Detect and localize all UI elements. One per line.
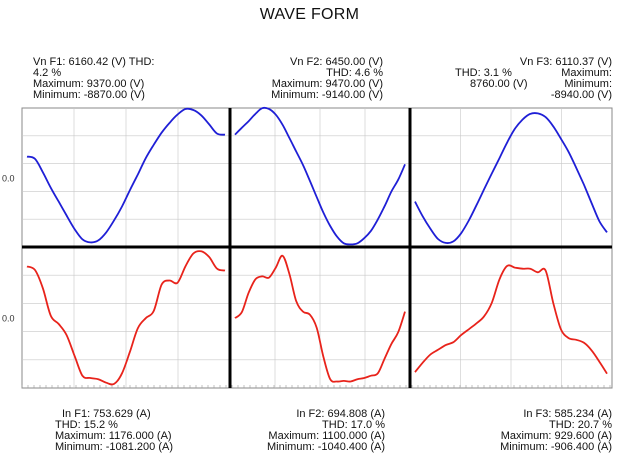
voltage-f3-thd: THD: 3.1 %	[455, 67, 512, 79]
voltage-series-f2	[234, 106, 406, 246]
current-f3-label: In F3: 585.234 (A) THD: 20.7 % Maximum: …	[470, 409, 612, 453]
page-title: WAVE FORM	[259, 6, 360, 23]
y-tick-voltage: 0.0	[2, 174, 15, 184]
current-f1-min: Minimum: -1081.200 (A)	[55, 441, 173, 453]
voltage-f1-line1: Vn F1: 6160.42 (V) THD:	[33, 56, 155, 68]
current-f3-line1: In F3: 585.234 (A)	[523, 408, 612, 420]
current-f2-label: In F2: 694.808 (A) THD: 17.0 % Maximum: …	[245, 409, 385, 453]
current-f1-line2: THD: 15.2 %	[55, 419, 118, 431]
voltage-f2-min: Minimum: -9140.00 (V)	[271, 89, 383, 101]
current-series-f2	[234, 254, 406, 383]
current-f3-line2: THD: 20.7 %	[549, 419, 612, 431]
current-f2-max: Maximum: 1100.000 (A)	[268, 430, 385, 442]
voltage-f1-min: Minimum: -8870.00 (V)	[33, 89, 145, 101]
current-f3-max: Maximum: 929.600 (A)	[500, 430, 612, 442]
voltage-f2-line2: THD: 4.6 %	[326, 67, 383, 79]
voltage-f3-max-label: Maximum:	[561, 67, 612, 79]
current-f1-line1: In F1: 753.629 (A)	[62, 408, 151, 420]
current-series-f3	[414, 264, 608, 375]
voltage-f3-min-label: Minimum:	[564, 78, 612, 90]
voltage-f3-line1: Vn F3: 6110.37 (V)	[519, 56, 612, 68]
voltage-series-f3	[414, 112, 608, 244]
current-f1-label: In F1: 753.629 (A) THD: 15.2 % Maximum: …	[55, 409, 173, 453]
current-f1-max: Maximum: 1176.000 (A)	[55, 430, 172, 442]
voltage-f2-line1: Vn F2: 6450.00 (V)	[290, 56, 383, 68]
voltage-f1-line2: 4.2 %	[33, 67, 62, 79]
current-f2-line2: THD: 17.0 %	[322, 419, 385, 431]
voltage-series-f1	[26, 107, 226, 244]
voltage-f1-label: Vn F1: 6160.42 (V) THD: 4.2 % Maximum: 9…	[33, 57, 154, 101]
current-f2-line1: In F2: 694.808 (A)	[296, 408, 385, 420]
voltage-f2-max: Maximum: 9470.00 (V)	[271, 78, 383, 90]
voltage-f1-max: Maximum: 9370.00 (V)	[33, 78, 145, 90]
current-series-f1	[26, 250, 226, 386]
voltage-f3-label: Vn F3: 6110.37 (V) THD: 3.1 % Maximum: 8…	[455, 57, 612, 101]
voltage-f3-max-value: 8760.00 (V)	[470, 78, 528, 90]
current-f3-min: Minimum: -906.400 (A)	[500, 441, 612, 453]
voltage-f2-label: Vn F2: 6450.00 (V) THD: 4.6 % Maximum: 9…	[248, 57, 383, 101]
current-f2-min: Minimum: -1040.400 (A)	[267, 441, 385, 453]
y-tick-current: 0.0	[2, 314, 15, 324]
voltage-f3-min-value: -8940.00 (V)	[550, 89, 612, 101]
